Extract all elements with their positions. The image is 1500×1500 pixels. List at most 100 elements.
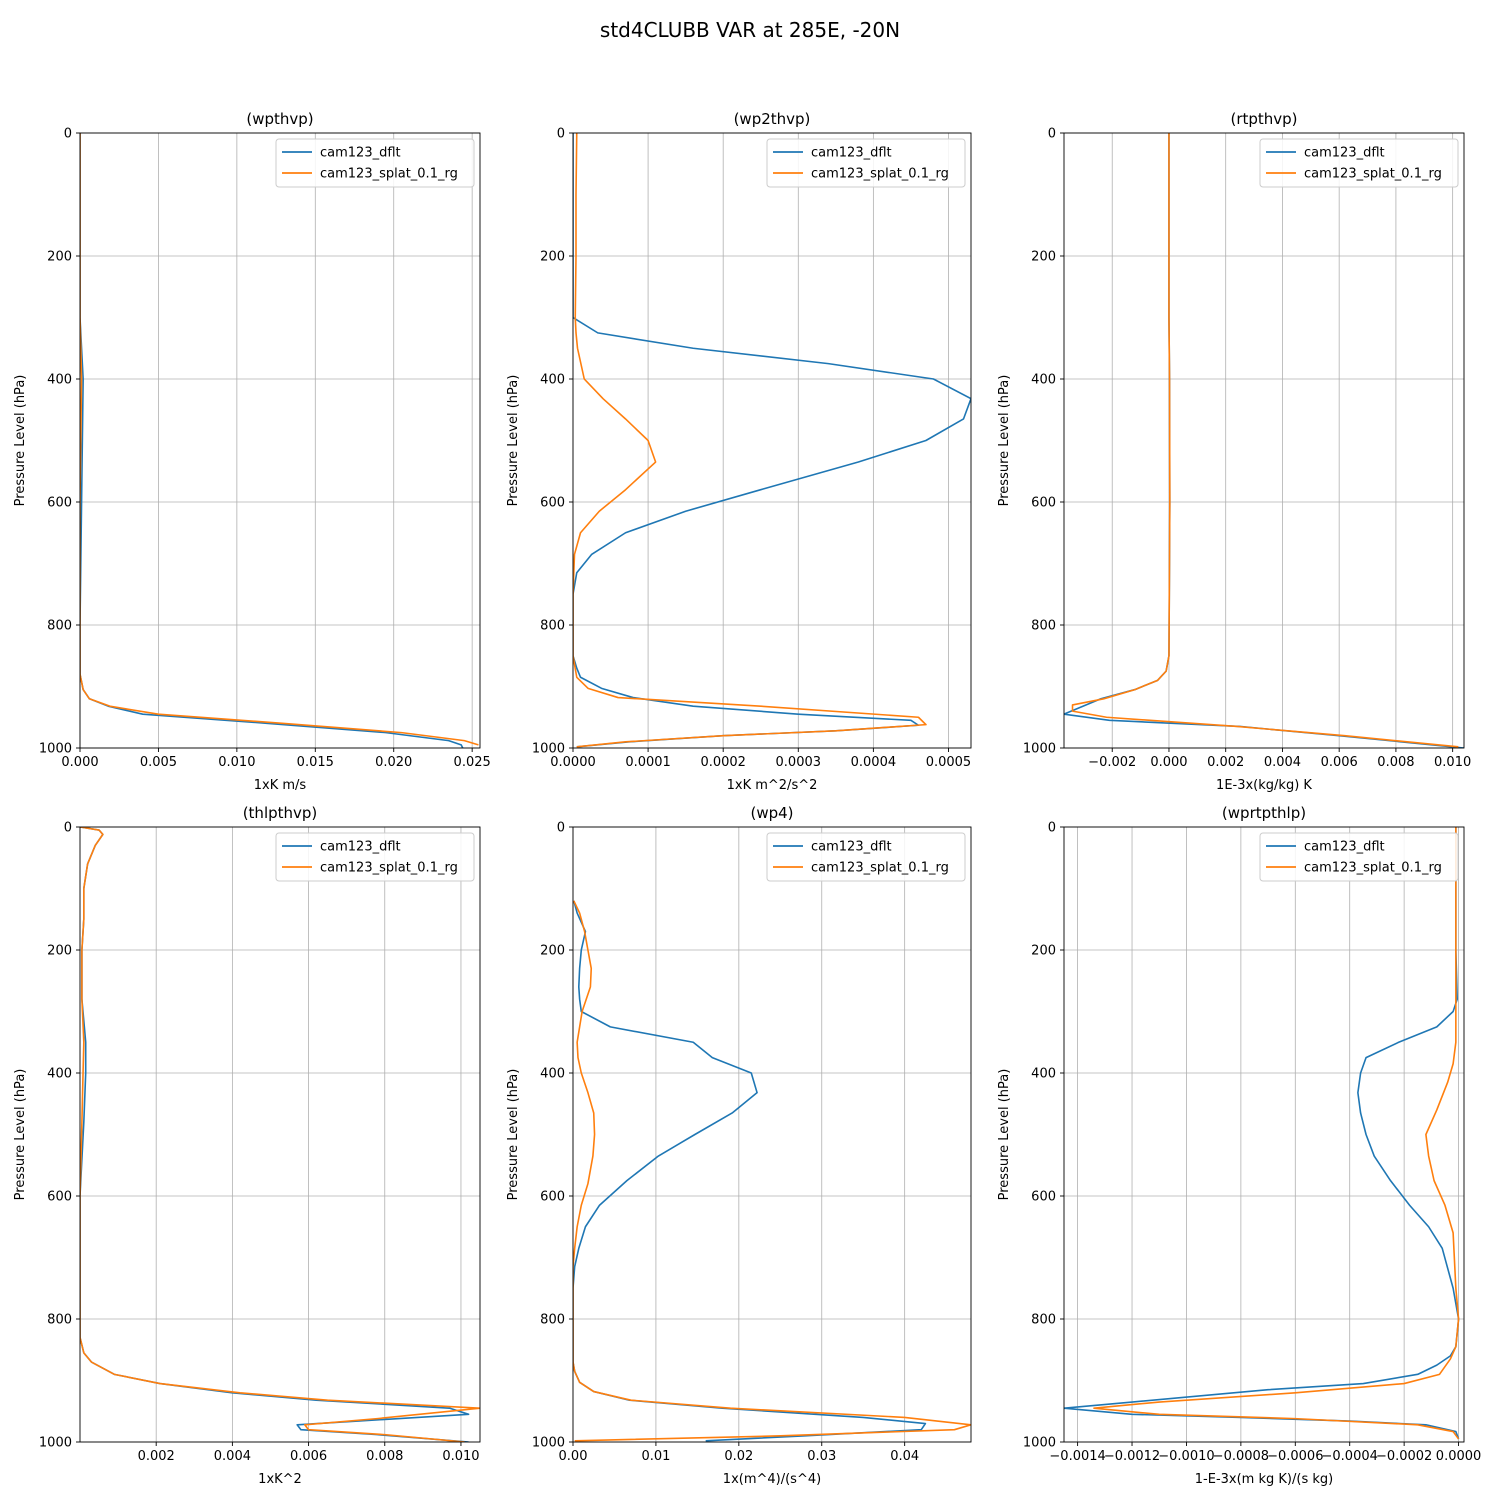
chart-panel: 0.002 0.004 0.006 0.008 0.010 0 200 400 600 800 10… — [13, 804, 481, 1487]
x-tick-label: 0.04 — [890, 1449, 919, 1464]
x-tick-label: 0.008 — [366, 1449, 403, 1464]
legend-label-dflt: cam123_dflt — [320, 146, 401, 161]
x-tick-label: 0.02 — [724, 1449, 753, 1464]
y-tick-label: 600 — [1031, 1190, 1056, 1205]
x-tick-label: 0.010 — [218, 755, 255, 770]
panel-title: (wpthvp) — [246, 110, 313, 128]
legend-label-splat: cam123_splat_0.1_rg — [320, 167, 458, 182]
x-tick-label: 0.0001 — [625, 755, 671, 770]
x-tick-label: −0.0014 — [1049, 1449, 1105, 1464]
x-tick-label: 0.03 — [807, 1449, 836, 1464]
legend-box — [766, 832, 966, 882]
y-tick-label: 200 — [1031, 944, 1056, 959]
y-tick-label: 1000 — [532, 742, 565, 757]
x-axis-label: 1xK m/s — [254, 778, 307, 793]
y-tick-label: 600 — [47, 496, 72, 511]
y-tick-label: 800 — [1031, 1313, 1056, 1328]
series-line-dflt — [1064, 827, 1460, 1440]
legend-box — [766, 138, 966, 188]
legend-label-dflt: cam123_dflt — [320, 840, 401, 855]
plot-frame — [1063, 132, 1465, 749]
x-tick-label: 0.002 — [1207, 755, 1244, 770]
plot-frame — [79, 826, 481, 1443]
x-tick-label: 0.0002 — [700, 755, 746, 770]
x-tick-label: −0.0002 — [1376, 1449, 1432, 1464]
y-tick-label: 400 — [540, 373, 565, 388]
legend: cam123_dflt cam123_splat_0.1_rg — [275, 832, 475, 882]
x-tick-label: 0.015 — [297, 755, 334, 770]
y-axis-label: Pressure Level (hPa) — [997, 1069, 1012, 1201]
y-tick-label: 1000 — [39, 742, 72, 757]
x-tick-label: −0.0008 — [1213, 1449, 1269, 1464]
x-axis-label: 1x(m^4)/(s^4) — [723, 1472, 821, 1487]
x-tick-label: −0.002 — [1088, 755, 1136, 770]
x-tick-label: 0.008 — [1377, 755, 1414, 770]
x-tick-label: 0.000 — [61, 755, 98, 770]
chart-panel: 0.0000 0.0001 0.0002 0.0003 0.0004 0.0005 0 200… — [506, 110, 972, 793]
y-tick-label: 1000 — [532, 1436, 565, 1451]
x-tick-label: 0.0000 — [550, 755, 596, 770]
x-tick-label: 0.010 — [1434, 755, 1471, 770]
chart-panel: −0.0014−0.0012−0.0010−0.0008−0.0006−0.00… — [997, 804, 1481, 1487]
legend-label-splat: cam123_splat_0.1_rg — [811, 861, 949, 876]
x-tick-label: 0.004 — [1264, 755, 1301, 770]
y-tick-label: 800 — [1031, 619, 1056, 634]
panel-title: (rtpthvp) — [1230, 110, 1297, 128]
legend: cam123_dflt cam123_splat_0.1_rg — [275, 138, 475, 188]
legend-label-splat: cam123_splat_0.1_rg — [1304, 167, 1442, 182]
x-tick-label: 0.004 — [214, 1449, 251, 1464]
y-axis-label: Pressure Level (hPa) — [506, 375, 521, 507]
y-tick-label: 800 — [47, 1313, 72, 1328]
x-tick-label: 0.0000 — [1436, 1449, 1482, 1464]
y-tick-label: 600 — [1031, 496, 1056, 511]
panel-title: (wp2thvp) — [734, 110, 811, 128]
y-tick-label: 200 — [47, 250, 72, 265]
x-tick-label: 0.020 — [375, 755, 412, 770]
chart-panel: −0.002 0.000 0.002 0.004 0.006 0.008 0.010 0 200… — [997, 110, 1471, 793]
plot-frame — [1063, 826, 1465, 1443]
legend-box — [275, 832, 475, 882]
chart-panel: 0.000 0.005 0.010 0.015 0.020 0.025 0 200 400 600… — [13, 110, 491, 793]
legend: cam123_dflt cam123_splat_0.1_rg — [1259, 138, 1459, 188]
x-axis-label: 1xK^2 — [258, 1472, 302, 1487]
y-tick-label: 200 — [540, 250, 565, 265]
y-tick-label: 200 — [47, 944, 72, 959]
plot-frame — [572, 132, 972, 749]
x-tick-label: 0.0004 — [851, 755, 897, 770]
y-tick-label: 800 — [540, 619, 565, 634]
y-axis-label: Pressure Level (hPa) — [13, 375, 28, 507]
x-axis-label: 1-E-3x(m kg K)/(s kg) — [1195, 1472, 1333, 1487]
y-tick-label: 400 — [47, 1067, 72, 1082]
legend-box — [1259, 138, 1459, 188]
y-tick-label: 1000 — [1023, 1436, 1056, 1451]
legend-label-dflt: cam123_dflt — [1304, 146, 1385, 161]
x-tick-label: 0.0003 — [776, 755, 822, 770]
y-axis-label: Pressure Level (hPa) — [506, 1069, 521, 1201]
y-tick-label: 0 — [1048, 821, 1056, 836]
series-line-splat — [80, 133, 479, 746]
y-tick-label: 600 — [540, 496, 565, 511]
x-tick-label: −0.0006 — [1267, 1449, 1323, 1464]
x-tick-label: −0.0010 — [1158, 1449, 1214, 1464]
legend-box — [1259, 832, 1459, 882]
legend-label-dflt: cam123_dflt — [811, 146, 892, 161]
panel-title: (wp4) — [750, 804, 793, 822]
y-tick-label: 600 — [47, 1190, 72, 1205]
y-tick-label: 0 — [557, 821, 565, 836]
y-tick-label: 200 — [540, 944, 565, 959]
legend-box — [275, 138, 475, 188]
legend-label-splat: cam123_splat_0.1_rg — [1304, 861, 1442, 876]
x-tick-label: 0.025 — [454, 755, 491, 770]
y-axis-label: Pressure Level (hPa) — [13, 1069, 28, 1201]
legend-label-dflt: cam123_dflt — [811, 840, 892, 855]
legend: cam123_dflt cam123_splat_0.1_rg — [1259, 832, 1459, 882]
legend: cam123_dflt cam123_splat_0.1_rg — [766, 832, 966, 882]
series-line-splat — [80, 827, 480, 1442]
series-line-splat — [1093, 827, 1460, 1440]
x-tick-label: 0.000 — [1150, 755, 1187, 770]
y-tick-label: 0 — [557, 127, 565, 142]
y-tick-label: 800 — [47, 619, 72, 634]
panel-title: (thlpthvp) — [243, 804, 318, 822]
y-tick-label: 400 — [1031, 373, 1056, 388]
